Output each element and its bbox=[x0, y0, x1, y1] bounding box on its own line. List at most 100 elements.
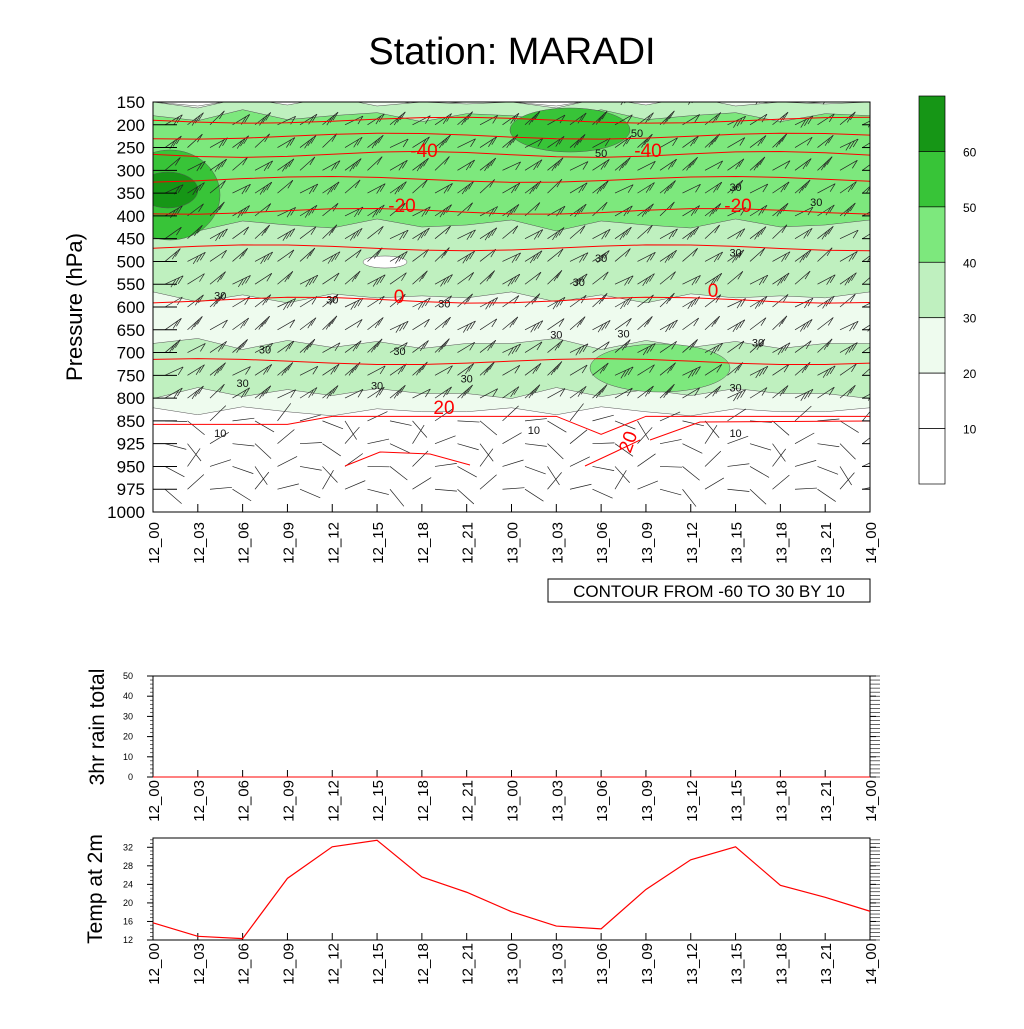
pressure-tick-label: 250 bbox=[117, 139, 145, 158]
pressure-tick-label: 350 bbox=[117, 184, 145, 203]
time-tick-label: 12_12 bbox=[325, 780, 342, 822]
time-tick-label: 13_06 bbox=[594, 780, 611, 822]
time-tick-label: 13_09 bbox=[639, 522, 656, 564]
wind-barb bbox=[345, 89, 360, 102]
temp-y-axis-label: Temp at 2m bbox=[84, 834, 107, 944]
wind-barb bbox=[705, 91, 722, 102]
time-tick-label: 12_09 bbox=[280, 522, 297, 564]
colorbar-label: 60 bbox=[963, 145, 977, 159]
wind-barb bbox=[458, 90, 474, 102]
pressure-tick-label: 400 bbox=[117, 207, 145, 226]
rh-contour-label: 30 bbox=[371, 380, 383, 392]
wind-barb bbox=[435, 92, 452, 102]
colorbar-label: 20 bbox=[963, 367, 977, 381]
rh-contour-label: 30 bbox=[752, 338, 764, 350]
pressure-tick-label: 850 bbox=[117, 412, 145, 431]
rh-contour-label: 10 bbox=[528, 425, 540, 437]
temp-series-line bbox=[153, 840, 870, 938]
time-tick-label: 13_15 bbox=[729, 943, 746, 985]
wind-barb bbox=[525, 90, 541, 102]
y-tick-label: 16 bbox=[123, 916, 133, 926]
y-tick-label: 32 bbox=[123, 842, 133, 852]
pressure-tick-label: 500 bbox=[117, 252, 145, 271]
rh-contour-label: 30 bbox=[259, 344, 271, 356]
y-tick-label: 28 bbox=[123, 861, 133, 871]
time-tick-label: 13_06 bbox=[594, 522, 611, 564]
time-tick-label: 12_18 bbox=[415, 522, 432, 564]
y-tick-label: 30 bbox=[123, 711, 133, 721]
wind-barb bbox=[593, 90, 609, 102]
shade-patch-dry bbox=[363, 256, 407, 268]
pressure-tick-label: 950 bbox=[117, 457, 145, 476]
time-tick-label: 13_03 bbox=[549, 522, 566, 564]
y-tick-label: 20 bbox=[123, 898, 133, 908]
rain-y-axis-label: 3hr rain total bbox=[86, 669, 109, 786]
colorbar-segment bbox=[919, 96, 945, 151]
pressure-tick-label: 600 bbox=[117, 298, 145, 317]
y-tick-label: 50 bbox=[123, 671, 133, 681]
temp-plot-frame bbox=[153, 838, 870, 940]
time-tick-label: 13_12 bbox=[684, 943, 701, 985]
time-tick-label: 13_03 bbox=[549, 780, 566, 822]
pressure-tick-label: 300 bbox=[117, 161, 145, 180]
time-tick-label: 12_21 bbox=[460, 943, 477, 985]
rain-plot-frame bbox=[153, 676, 870, 777]
time-tick-label: 13_03 bbox=[549, 943, 566, 985]
y-axis-label: Pressure (hPa) bbox=[62, 233, 87, 381]
time-tick-label: 13_06 bbox=[594, 943, 611, 985]
wind-barb bbox=[660, 89, 676, 102]
y-tick-label: 40 bbox=[123, 691, 133, 701]
rh-contour-label: 30 bbox=[617, 328, 629, 340]
wind-barb bbox=[773, 91, 790, 102]
time-tick-label: 14_00 bbox=[863, 780, 880, 822]
temp-contour-label: 20 bbox=[433, 398, 454, 419]
time-tick-label: 13_21 bbox=[818, 522, 835, 564]
pressure-tick-label: 975 bbox=[117, 480, 145, 499]
time-tick-label: 12_00 bbox=[146, 522, 163, 564]
time-tick-label: 12_21 bbox=[460, 780, 477, 822]
time-tick-label: 12_15 bbox=[370, 943, 387, 985]
temp-contour-label: 0 bbox=[708, 281, 719, 302]
rh-contour-label: 30 bbox=[810, 197, 822, 209]
time-tick-label: 12_00 bbox=[146, 780, 163, 822]
pressure-tick-label: 650 bbox=[117, 321, 145, 340]
time-tick-label: 12_21 bbox=[460, 522, 477, 564]
colorbar-label: 30 bbox=[963, 312, 977, 326]
chart-title: Station: MARADI bbox=[368, 31, 655, 73]
temp-contour-label: -20 bbox=[724, 196, 751, 217]
time-tick-label: 12_00 bbox=[146, 943, 163, 985]
rh-contour-label: 30 bbox=[550, 329, 562, 341]
temp-contour-label: -40 bbox=[634, 141, 661, 162]
pressure-tick-label: 1000 bbox=[107, 503, 145, 522]
time-tick-label: 12_03 bbox=[191, 780, 208, 822]
y-tick-label: 0 bbox=[128, 772, 133, 782]
time-tick-label: 13_21 bbox=[818, 943, 835, 985]
y-tick-label: 20 bbox=[123, 732, 133, 742]
colorbar-label: 50 bbox=[963, 201, 977, 215]
colorbar-label: 10 bbox=[963, 423, 977, 437]
time-tick-label: 12_15 bbox=[370, 780, 387, 822]
rh-contour-label: 10 bbox=[214, 428, 226, 440]
colorbar-segment bbox=[919, 151, 945, 206]
time-tick-label: 13_15 bbox=[729, 780, 746, 822]
wind-barb bbox=[863, 89, 878, 102]
time-tick-label: 12_03 bbox=[191, 522, 208, 564]
time-tick-label: 12_06 bbox=[236, 522, 253, 564]
colorbar-segment bbox=[919, 429, 945, 484]
wind-barb bbox=[413, 89, 428, 102]
rh-contour-label: 10 bbox=[729, 428, 741, 440]
colorbar-segment bbox=[919, 318, 945, 373]
wind-barb bbox=[548, 88, 562, 102]
y-tick-label: 10 bbox=[123, 752, 133, 762]
rh-contour-label: 30 bbox=[326, 294, 338, 306]
y-tick-label: 12 bbox=[123, 935, 133, 945]
time-tick-label: 12_03 bbox=[191, 943, 208, 985]
rh-contour-label: 30 bbox=[729, 247, 741, 259]
pressure-tick-label: 800 bbox=[117, 389, 145, 408]
